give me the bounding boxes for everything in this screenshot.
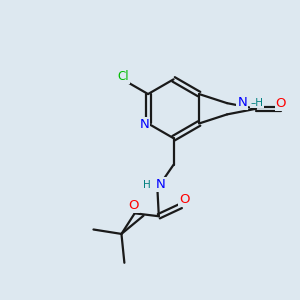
Text: N: N [238, 96, 247, 109]
Text: H: H [143, 180, 151, 190]
Text: O: O [276, 97, 286, 110]
Text: N: N [156, 178, 166, 191]
Text: N: N [140, 118, 149, 130]
Text: O: O [128, 200, 139, 212]
Text: –H: –H [250, 98, 264, 108]
Text: Cl: Cl [118, 70, 129, 83]
Text: O: O [179, 193, 190, 206]
